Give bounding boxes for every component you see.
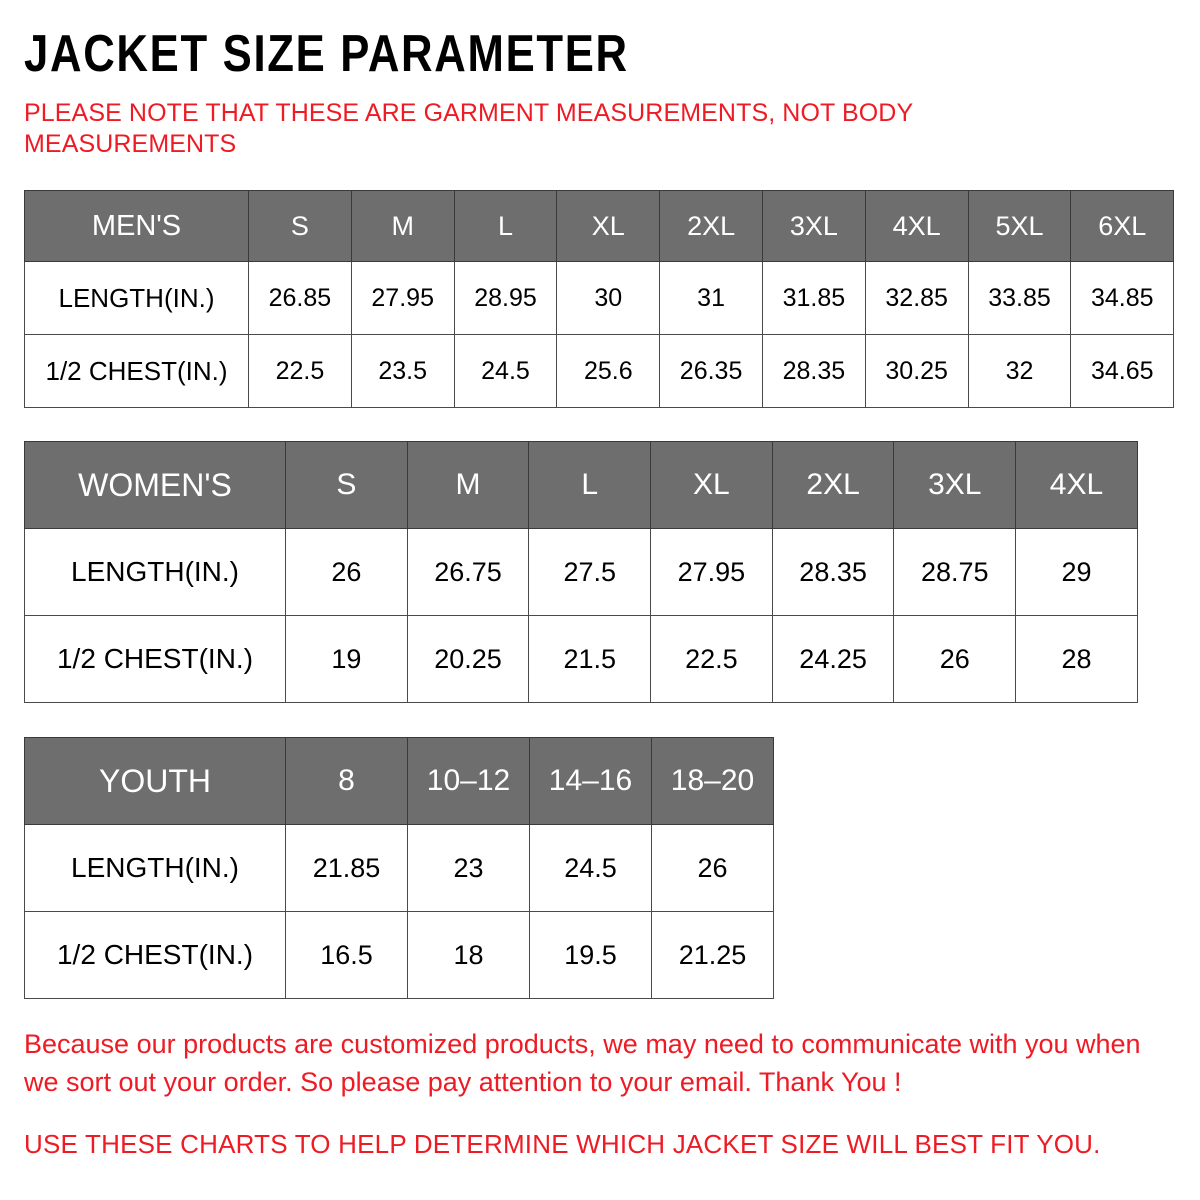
- garment-measurement-note: PLEASE NOTE THAT THESE ARE GARMENT MEASU…: [24, 99, 913, 158]
- measurement-value-cell: 16.5: [285, 911, 408, 999]
- measurement-value-cell: 32.85: [864, 261, 969, 335]
- size-column-header: 4XL: [864, 190, 969, 262]
- size-column-header: 6XL: [1070, 190, 1175, 262]
- measurement-value-cell: 19.5: [529, 911, 652, 999]
- measurement-value-cell: 22.5: [248, 334, 352, 408]
- size-column-header: M: [350, 190, 455, 262]
- size-column-header: S: [248, 190, 352, 262]
- page-title: JACKET SIZE PARAMETER: [24, 25, 629, 83]
- youth-table-title-cell: YOUTH: [24, 737, 286, 825]
- measurement-value-cell: 21.25: [651, 911, 774, 999]
- size-column-header: 10–12: [407, 737, 530, 825]
- measurement-label-cell: LENGTH(IN.): [24, 261, 249, 335]
- table-header-row: MEN'S S M L XL 2XL 3XL 4XL 5XL 6XL: [24, 190, 1175, 262]
- measurement-label-cell: LENGTH(IN.): [24, 528, 286, 616]
- measurement-label-cell: LENGTH(IN.): [24, 824, 286, 912]
- measurement-value-cell: 23.5: [350, 334, 455, 408]
- table-row: LENGTH(IN.) 26.85 27.95 28.95 30 31 31.85 32.85…: [24, 261, 1175, 335]
- womens-table-body: LENGTH(IN.) 26 26.75 27.5 27.95 28.35 28.75 29 1…: [24, 528, 1138, 703]
- measurement-value-cell: 25.6: [556, 334, 661, 408]
- size-column-header: 14–16: [529, 737, 652, 825]
- measurement-value-cell: 22.5: [650, 615, 773, 703]
- size-column-header: 5XL: [967, 190, 1072, 262]
- size-column-header: 4XL: [1015, 441, 1138, 529]
- measurement-label-cell: 1/2 CHEST(IN.): [24, 334, 249, 408]
- measurement-value-cell: 28: [1015, 615, 1138, 703]
- womens-table-head: WOMEN'S S M L XL 2XL 3XL 4XL: [24, 441, 1138, 529]
- measurement-value-cell: 30: [556, 261, 661, 335]
- measurement-value-cell: 27.5: [528, 528, 652, 616]
- measurement-value-cell: 28.35: [771, 528, 895, 616]
- measurement-value-cell: 24.5: [453, 334, 558, 408]
- size-column-header: 18–20: [651, 737, 774, 825]
- size-column-header: 2XL: [771, 441, 895, 529]
- size-column-header: 3XL: [893, 441, 1017, 529]
- measurement-value-cell: 21.5: [528, 615, 652, 703]
- youth-table-head: YOUTH 8 10–12 14–16 18–20: [24, 737, 774, 825]
- measurement-value-cell: 32: [967, 334, 1072, 408]
- measurement-value-cell: 27.95: [350, 261, 455, 335]
- table-header-row: WOMEN'S S M L XL 2XL 3XL 4XL: [24, 441, 1138, 529]
- size-column-header: XL: [650, 441, 773, 529]
- measurement-value-cell: 28.75: [893, 528, 1017, 616]
- table-row: LENGTH(IN.) 21.85 23 24.5 26: [24, 824, 774, 912]
- measurement-value-cell: 26.75: [406, 528, 530, 616]
- mens-table-title-cell: MEN'S: [24, 190, 249, 262]
- size-column-header: L: [453, 190, 558, 262]
- measurement-value-cell: 20.25: [406, 615, 530, 703]
- measurement-value-cell: 28.35: [761, 334, 866, 408]
- measurement-value-cell: 19: [285, 615, 408, 703]
- mens-table-head: MEN'S S M L XL 2XL 3XL 4XL 5XL 6XL: [24, 190, 1175, 262]
- measurement-value-cell: 21.85: [285, 824, 408, 912]
- measurement-value-cell: 24.5: [529, 824, 652, 912]
- size-column-header: S: [285, 441, 408, 529]
- measurement-value-cell: 31.85: [761, 261, 866, 335]
- measurement-value-cell: 29: [1015, 528, 1138, 616]
- size-column-header: L: [528, 441, 652, 529]
- table-header-row: YOUTH 8 10–12 14–16 18–20: [24, 737, 774, 825]
- measurement-value-cell: 31: [659, 261, 763, 335]
- mens-size-table: MEN'S S M L XL 2XL 3XL 4XL 5XL 6XL LENGTH(IN.) 26.…: [24, 190, 1175, 408]
- measurement-label-cell: 1/2 CHEST(IN.): [24, 911, 286, 999]
- chart-usage-note: USE THESE CHARTS TO HELP DETERMINE WHICH…: [24, 1129, 1101, 1159]
- measurement-value-cell: 33.85: [967, 261, 1072, 335]
- youth-size-table: YOUTH 8 10–12 14–16 18–20 LENGTH(IN.) 21.85 23…: [24, 737, 774, 999]
- youth-table-body: LENGTH(IN.) 21.85 23 24.5 26 1/2 CHEST(IN.) 16…: [24, 824, 774, 999]
- size-column-header: 8: [285, 737, 408, 825]
- measurement-value-cell: 18: [407, 911, 530, 999]
- measurement-value-cell: 26.35: [659, 334, 763, 408]
- customization-note: Because our products are customized prod…: [24, 1029, 1141, 1097]
- size-column-header: 3XL: [761, 190, 866, 262]
- womens-table-title-cell: WOMEN'S: [24, 441, 286, 529]
- table-row: LENGTH(IN.) 26 26.75 27.5 27.95 28.35 28.75 29: [24, 528, 1138, 616]
- measurement-value-cell: 28.95: [453, 261, 558, 335]
- measurement-value-cell: 26: [893, 615, 1017, 703]
- measurement-value-cell: 34.85: [1070, 261, 1175, 335]
- mens-table-body: LENGTH(IN.) 26.85 27.95 28.95 30 31 31.85 32.85…: [24, 261, 1175, 408]
- measurement-value-cell: 26: [285, 528, 408, 616]
- womens-size-table: WOMEN'S S M L XL 2XL 3XL 4XL LENGTH(IN.) 26 26.75…: [24, 441, 1138, 703]
- measurement-value-cell: 26: [651, 824, 774, 912]
- table-row: 1/2 CHEST(IN.) 22.5 23.5 24.5 25.6 26.35 28.35…: [24, 334, 1175, 408]
- measurement-value-cell: 34.65: [1070, 334, 1175, 408]
- size-column-header: 2XL: [659, 190, 763, 262]
- measurement-value-cell: 24.25: [771, 615, 895, 703]
- footer-notes: Because our products are customized prod…: [24, 999, 1176, 1163]
- size-column-header: M: [406, 441, 530, 529]
- measurement-value-cell: 30.25: [864, 334, 969, 408]
- measurement-value-cell: 26.85: [248, 261, 352, 335]
- measurement-value-cell: 23: [407, 824, 530, 912]
- table-row: 1/2 CHEST(IN.) 19 20.25 21.5 22.5 24.25 26 28: [24, 615, 1138, 703]
- table-row: 1/2 CHEST(IN.) 16.5 18 19.5 21.25: [24, 911, 774, 999]
- size-column-header: XL: [556, 190, 661, 262]
- measurement-label-cell: 1/2 CHEST(IN.): [24, 615, 286, 703]
- measurement-value-cell: 27.95: [650, 528, 773, 616]
